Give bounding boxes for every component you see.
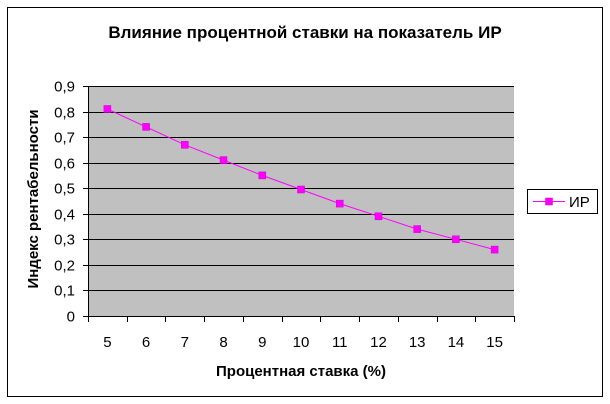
y-tick-label: 0,6 [54, 156, 75, 173]
x-tick-label: 10 [293, 334, 310, 351]
plot-area [88, 86, 514, 316]
legend: ИР [527, 189, 598, 214]
y-tick-label: 0,8 [54, 105, 75, 122]
x-axis-title: Процентная ставка (%) [216, 363, 386, 380]
series-ir [103, 105, 499, 254]
x-tick-label: 15 [486, 334, 503, 351]
y-tick-label: 0,7 [54, 130, 75, 147]
data-point [103, 105, 112, 113]
x-tick-label: 9 [258, 334, 266, 351]
gridlines [88, 86, 514, 291]
data-point [219, 156, 228, 164]
y-tick-label: 0,2 [54, 258, 75, 275]
x-tick-label: 6 [142, 334, 150, 351]
y-tick-label: 0,3 [54, 232, 75, 249]
x-tick-label: 7 [181, 334, 189, 351]
y-axis-title: Индекс рентабельности [25, 109, 42, 288]
x-tick-label: 14 [448, 334, 465, 351]
data-point [258, 171, 267, 180]
x-tick-label: 8 [219, 334, 227, 351]
data-point [181, 141, 189, 149]
data-point [452, 235, 460, 244]
legend-label-ir: ИР [569, 194, 590, 211]
x-tick-label: 13 [409, 334, 426, 351]
axes [83, 86, 515, 322]
data-point [413, 225, 421, 233]
data-point [335, 199, 344, 208]
x-tick-label: 11 [332, 334, 348, 351]
y-tick-label: 0,1 [54, 283, 75, 300]
y-tick-labels: 0 0,1 0,2 0,3 0,4 0,5 0,6 0,7 0,8 0,9 [54, 79, 75, 326]
data-point [490, 245, 499, 254]
data-point [297, 185, 305, 194]
x-tick-labels: 5 6 7 8 9 10 11 12 13 14 15 [103, 334, 503, 351]
x-tick-label: 12 [370, 334, 387, 351]
data-point [142, 123, 150, 131]
y-tick-label: 0,9 [54, 79, 75, 96]
y-tick-label: 0,5 [54, 181, 75, 198]
x-tick-label: 5 [103, 334, 111, 351]
y-tick-label: 0,4 [54, 207, 75, 224]
y-tick-label: 0 [67, 309, 75, 326]
data-point [374, 212, 383, 221]
chart-title: Влияние процентной ставки на показатель … [108, 23, 501, 42]
legend-square-marker [545, 197, 553, 206]
